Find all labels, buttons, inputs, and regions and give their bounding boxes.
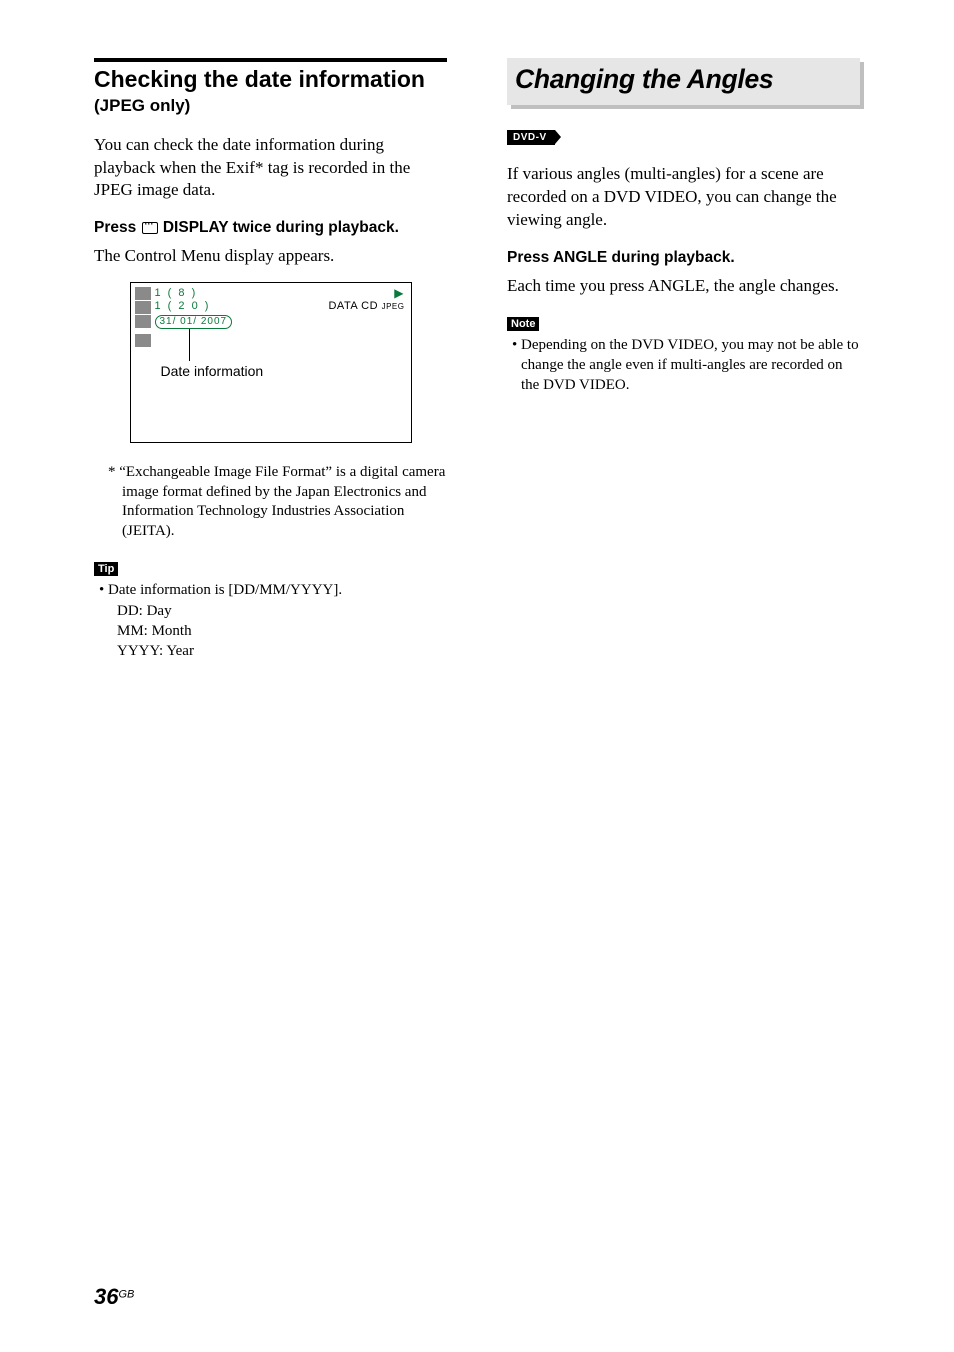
diagram-caption: Date information [161, 363, 264, 379]
menu-item-box [135, 287, 151, 300]
page-footer: 36GB [94, 1284, 134, 1310]
section-heading: Checking the date information [94, 66, 447, 94]
angles-intro: If various angles (multi-angles) for a s… [507, 163, 860, 232]
play-icon: ▶ [394, 286, 403, 301]
angle-press-instruction: Press ANGLE during playback. [507, 248, 860, 269]
menu-item-box [135, 315, 151, 328]
pointer-line [189, 329, 190, 361]
date-badge: 31/ 01/ 2007 [155, 315, 233, 329]
menu-readouts: 1 ( 8 ) 1 ( 2 0 ) 31/ 01/ 2007 [155, 287, 233, 328]
tip-label: Tip [94, 562, 118, 576]
right-column: Changing the Angles DVD-V If various ang… [507, 58, 860, 661]
menu-sidebar [135, 287, 151, 348]
readout-line-1: 1 ( 8 ) [155, 287, 233, 300]
menu-item-box [135, 301, 151, 314]
page-title: Changing the Angles [515, 64, 852, 95]
tip-dd: DD: Day [117, 601, 447, 621]
press-pre: Press [94, 219, 141, 236]
tip-bullet: • Date information is [DD/MM/YYYY]. [99, 582, 342, 598]
press-instruction: Press DISPLAY twice during playback. [94, 218, 447, 239]
tip-mm: MM: Month [117, 621, 447, 641]
left-column: Checking the date information (JPEG only… [94, 58, 447, 661]
angle-result: Each time you press ANGLE, the angle cha… [507, 275, 860, 298]
media-type: DATA CD [328, 300, 378, 312]
region-code: GB [118, 1289, 134, 1301]
title-bar: Changing the Angles [507, 58, 860, 105]
press-post: DISPLAY twice during playback. [159, 219, 399, 236]
display-icon [142, 222, 158, 234]
tip-content: • Date information is [DD/MM/YYYY]. DD: … [94, 580, 447, 661]
media-label: DATA CD JPEG [328, 300, 404, 312]
note-label: Note [507, 317, 539, 331]
section-rule [94, 58, 447, 62]
note-bullet: • Depending on the DVD VIDEO, you may no… [512, 337, 859, 394]
readout-line-2: 1 ( 2 0 ) [155, 300, 233, 313]
tip-yy: YYYY: Year [117, 641, 447, 661]
media-subtype: JPEG [382, 302, 405, 311]
section-subheading: (JPEG only) [94, 96, 447, 116]
page-number: 36 [94, 1284, 118, 1309]
exif-footnote: * “Exchangeable Image File Format” is a … [94, 463, 447, 541]
dvd-badge: DVD-V [507, 130, 555, 145]
note-content: • Depending on the DVD VIDEO, you may no… [507, 335, 860, 396]
control-menu-diagram: 1 ( 8 ) 1 ( 2 0 ) 31/ 01/ 2007 ▶ DATA CD… [130, 282, 412, 443]
menu-item-box [135, 334, 151, 347]
intro-paragraph: You can check the date information durin… [94, 134, 447, 203]
control-menu-text: The Control Menu display appears. [94, 245, 447, 268]
